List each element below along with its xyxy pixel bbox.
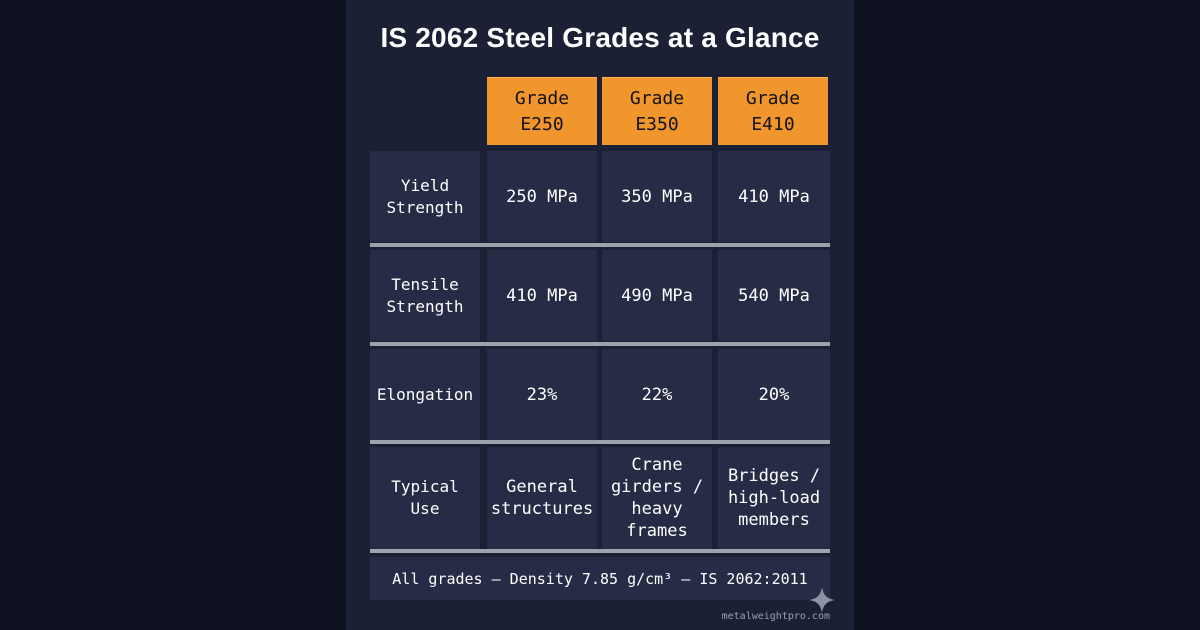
table-cell: 540 MPa <box>718 250 830 341</box>
row-label-yield-strength: Yield Strength <box>370 151 480 242</box>
table-cell: 20% <box>718 349 830 440</box>
table-cell: 410 MPa <box>487 250 597 341</box>
table-cell: 250 MPa <box>487 151 597 242</box>
table-cell: 22% <box>602 349 712 440</box>
sparkle-icon <box>809 587 835 613</box>
footer-note: All grades — Density 7.85 g/cm³ — IS 206… <box>370 557 830 600</box>
table-cell: 350 MPa <box>602 151 712 242</box>
row-label-elongation: Elongation <box>370 349 480 440</box>
row-divider <box>370 440 830 444</box>
header-grade-e250: Grade E250 <box>487 77 597 145</box>
table-cell: 410 MPa <box>718 151 830 242</box>
row-label-tensile-strength: Tensile Strength <box>370 250 480 341</box>
table-cell: 490 MPa <box>602 250 712 341</box>
page-title: IS 2062 Steel Grades at a Glance <box>380 22 820 53</box>
header-grade-e350: Grade E350 <box>602 77 712 145</box>
header-grade-e410: Grade E410 <box>718 77 828 145</box>
row-label-typical-use: Typical Use <box>370 447 480 549</box>
table-cell: 23% <box>487 349 597 440</box>
table-cell: Crane girders / heavy frames <box>602 447 712 549</box>
row-divider <box>370 342 830 346</box>
table-cell: General structures <box>487 447 597 549</box>
row-divider <box>370 549 830 553</box>
watermark-text: metalweightpro.com <box>721 611 830 622</box>
infographic-card: IS 2062 Steel Grades at a Glance Grade E… <box>346 0 854 630</box>
row-divider <box>370 243 830 247</box>
table-cell: Bridges / high-load members <box>718 447 830 549</box>
